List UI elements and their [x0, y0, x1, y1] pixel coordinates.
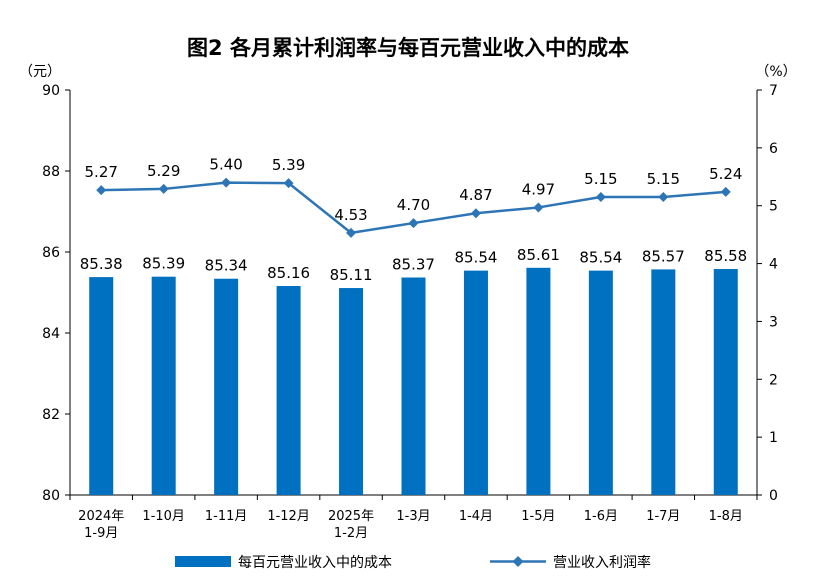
x-axis-category-label: 1-11月	[205, 509, 248, 524]
x-axis-category-label: 2025年 1-2月	[328, 509, 374, 541]
left-axis-tick-label: 90	[42, 83, 60, 99]
line-value-label: 5.39	[272, 156, 305, 174]
bar	[276, 286, 301, 495]
right-axis-tick-label: 5	[769, 199, 778, 215]
bar-value-label: 85.61	[517, 246, 560, 264]
bar	[151, 276, 176, 495]
x-axis-category-label-line: 1-9月	[84, 526, 118, 541]
bar-value-label: 85.54	[454, 249, 497, 267]
line-value-label: 5.27	[85, 163, 118, 181]
line-point-marker	[595, 192, 606, 203]
x-axis-category-label-line: 1-12月	[267, 509, 310, 524]
bar	[339, 288, 364, 495]
line-series	[96, 177, 731, 238]
line-point-marker	[158, 183, 169, 194]
x-axis-category-label: 2024年 1-9月	[78, 509, 124, 541]
left-axis-tick-label: 82	[42, 407, 60, 423]
line-value-label: 4.70	[397, 196, 430, 214]
bar-value-label: 85.54	[579, 249, 622, 267]
left-axis-tick-label: 84	[42, 326, 60, 342]
bar-value-label: 85.11	[330, 266, 373, 284]
bar-value-label: 85.16	[267, 264, 310, 282]
line-value-label: 5.40	[209, 156, 242, 174]
legend: 每百元营业收入中的成本 营业收入利润率	[175, 554, 651, 571]
line-point-marker	[533, 202, 544, 213]
line-point-marker	[221, 177, 232, 188]
bar-value-label: 85.58	[704, 247, 747, 265]
line-value-label: 5.29	[147, 162, 180, 180]
bar-series	[89, 267, 738, 495]
right-axis-tick-label: 7	[769, 83, 778, 99]
x-axis-category-label-line: 1-7月	[646, 509, 680, 524]
x-axis-category-label-line: 2024年	[78, 509, 124, 524]
x-axis-category-label-line: 2025年	[328, 509, 374, 524]
bar	[463, 270, 488, 495]
line-value-labels: 5.27 5.29 5.40 5.39 4.53 4.70 4.87 4.97 5.15 5.15…	[85, 156, 743, 224]
line-value-label: 4.53	[334, 206, 367, 224]
x-axis-category-label-line: 1-10月	[142, 509, 185, 524]
bar-value-label: 85.39	[142, 255, 185, 273]
line-point-marker	[96, 185, 107, 196]
x-axis-category-label: 1-8月	[709, 509, 743, 524]
bar-value-label: 85.38	[80, 255, 123, 273]
bar-value-label: 85.37	[392, 256, 435, 274]
legend-bar-label: 每百元营业收入中的成本	[238, 555, 392, 571]
x-axis-category-label: 1-10月	[142, 509, 185, 524]
right-axis-tick-label: 0	[769, 488, 778, 504]
left-axis-tick-label: 86	[42, 245, 60, 261]
x-axis-category-label: 1-4月	[459, 509, 493, 524]
line-point-marker	[346, 227, 357, 238]
line-value-label: 5.24	[709, 165, 742, 183]
bar	[713, 269, 738, 495]
x-axis-category-label: 1-3月	[396, 509, 430, 524]
line-value-label: 5.15	[647, 170, 680, 188]
bar	[214, 278, 239, 495]
right-axis-tick-label: 1	[769, 430, 778, 446]
line-point-marker	[470, 208, 481, 219]
bar-value-label: 85.57	[642, 247, 685, 265]
bar	[401, 277, 426, 495]
axes: 80 82 84 86 88 90 0 1 2 3 4 5 6 7	[42, 83, 778, 504]
right-axis-tick-label: 2	[769, 372, 778, 388]
x-axis-category-label-line: 1-5月	[521, 509, 555, 524]
x-axis-category-label: 1-12月	[267, 509, 310, 524]
x-axis-category-label-line: 1-2月	[334, 526, 368, 541]
line-value-label: 5.15	[584, 170, 617, 188]
left-axis-tick-label: 88	[42, 164, 60, 180]
line-point-marker	[408, 218, 419, 229]
line-point-marker	[720, 186, 731, 197]
bar	[89, 277, 114, 495]
left-axis-unit: （元）	[19, 64, 61, 80]
bar-value-label: 85.34	[205, 257, 248, 275]
x-axis-category-label-line: 1-11月	[205, 509, 248, 524]
left-axis-tick-label: 80	[42, 488, 60, 504]
legend-line-label: 营业收入利润率	[553, 554, 651, 571]
legend-bar-swatch	[175, 556, 231, 567]
line-point-marker	[658, 192, 669, 203]
x-axis-category-label-line: 1-3月	[396, 509, 430, 524]
right-axis-tick-label: 6	[769, 141, 778, 157]
bar-value-labels: 85.38 85.39 85.34 85.16 85.11 85.37 85.54 85.61…	[80, 246, 747, 284]
legend-diamond-marker-icon	[512, 556, 524, 567]
line-value-label: 4.97	[522, 180, 555, 198]
right-axis-unit: （%）	[755, 64, 796, 80]
chart-title: 图2 各月累计利润率与每百元营业收入中的成本	[187, 36, 629, 60]
line-point-marker	[283, 178, 294, 189]
x-axis-category-label: 1-5月	[521, 509, 555, 524]
bar	[651, 269, 676, 495]
x-axis-category-label: 1-7月	[646, 509, 680, 524]
right-axis-tick-label: 3	[769, 314, 778, 330]
x-axis-category-label-line: 1-8月	[709, 509, 743, 524]
bar	[526, 267, 551, 495]
line-value-label: 4.87	[459, 186, 492, 204]
x-axis-category-label-line: 1-6月	[584, 509, 618, 524]
right-axis-tick-label: 4	[769, 257, 778, 273]
x-axis-labels: 2024年 1-9月 1-10月 1-11月 1-12月 2025年 1-2月 1-3月 1-4…	[78, 509, 743, 541]
x-axis-category-label-line: 1-4月	[459, 509, 493, 524]
bar	[588, 270, 613, 495]
x-axis-category-label: 1-6月	[584, 509, 618, 524]
